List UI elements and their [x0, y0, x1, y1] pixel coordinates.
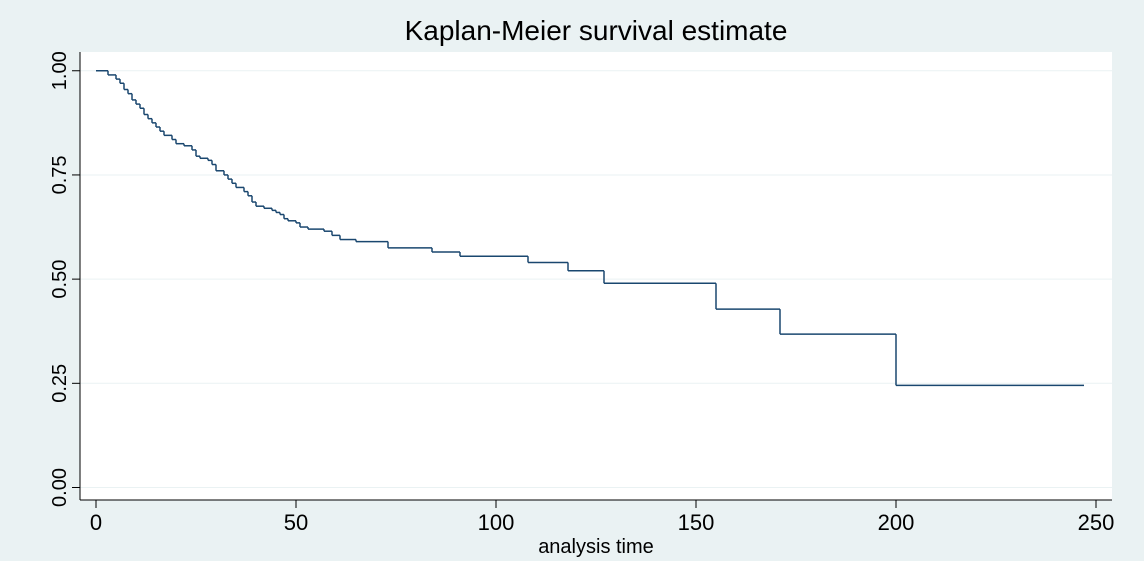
x-tick-label: 150	[678, 510, 715, 535]
x-tick-label: 200	[878, 510, 915, 535]
y-tick-label: 0.50	[49, 260, 71, 299]
chart-title: Kaplan-Meier survival estimate	[405, 15, 788, 46]
x-axis-label: analysis time	[538, 536, 654, 558]
y-tick-label: 1.00	[49, 51, 71, 90]
x-tick-label: 100	[478, 510, 515, 535]
plot-area	[80, 52, 1112, 500]
y-tick-label: 0.25	[49, 364, 71, 403]
x-tick-label: 250	[1078, 510, 1115, 535]
x-tick-label: 50	[284, 510, 308, 535]
x-tick-label: 0	[90, 510, 102, 535]
y-tick-label: 0.00	[49, 468, 71, 507]
y-tick-label: 0.75	[49, 155, 71, 194]
